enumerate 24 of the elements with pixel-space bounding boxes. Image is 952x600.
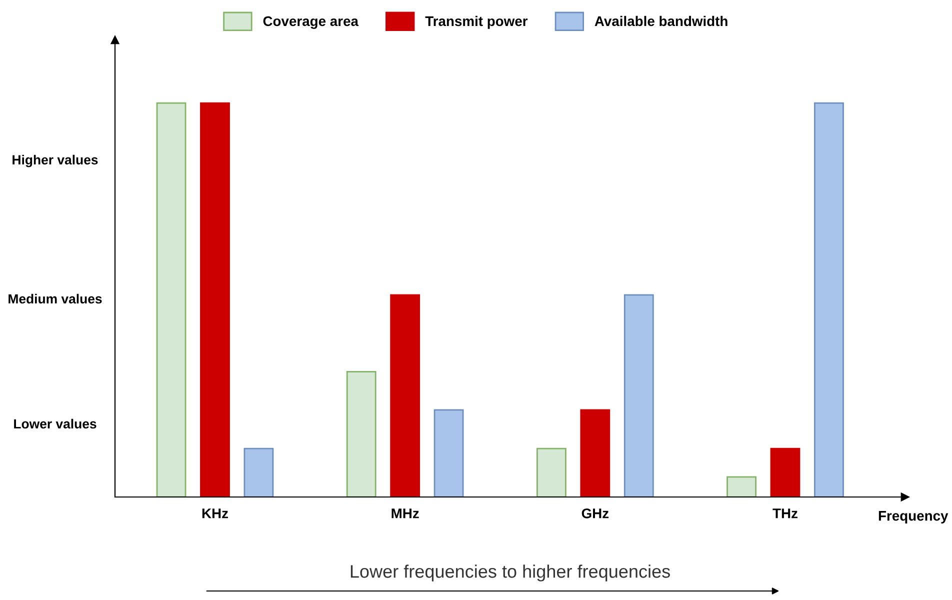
bar [726, 476, 756, 497]
x-tick-label: GHz [582, 508, 609, 518]
text: Higher values [12, 154, 98, 168]
bar [580, 409, 610, 497]
bar [770, 448, 800, 497]
text: Lower values [14, 418, 96, 429]
bar [200, 102, 230, 497]
legend-label: Transmit power [425, 16, 528, 29]
x-axis-title: Frequency [878, 511, 948, 524]
x-tick-label: MHz [392, 508, 419, 518]
bar [536, 448, 566, 497]
x-tick-label: THz [772, 508, 798, 518]
text: Lower frequencies to higher frequencies [350, 564, 670, 582]
bar [346, 371, 376, 497]
bar [434, 409, 464, 497]
x-tick-label: KHz [202, 508, 228, 518]
bar [390, 294, 420, 497]
bar [156, 102, 186, 497]
legend-label: Available bandwidth [594, 16, 728, 26]
bar [624, 294, 654, 497]
legend-label: Coverage area [263, 16, 359, 29]
bar [244, 448, 274, 497]
text: Medium values [8, 294, 102, 304]
bar [814, 102, 844, 497]
